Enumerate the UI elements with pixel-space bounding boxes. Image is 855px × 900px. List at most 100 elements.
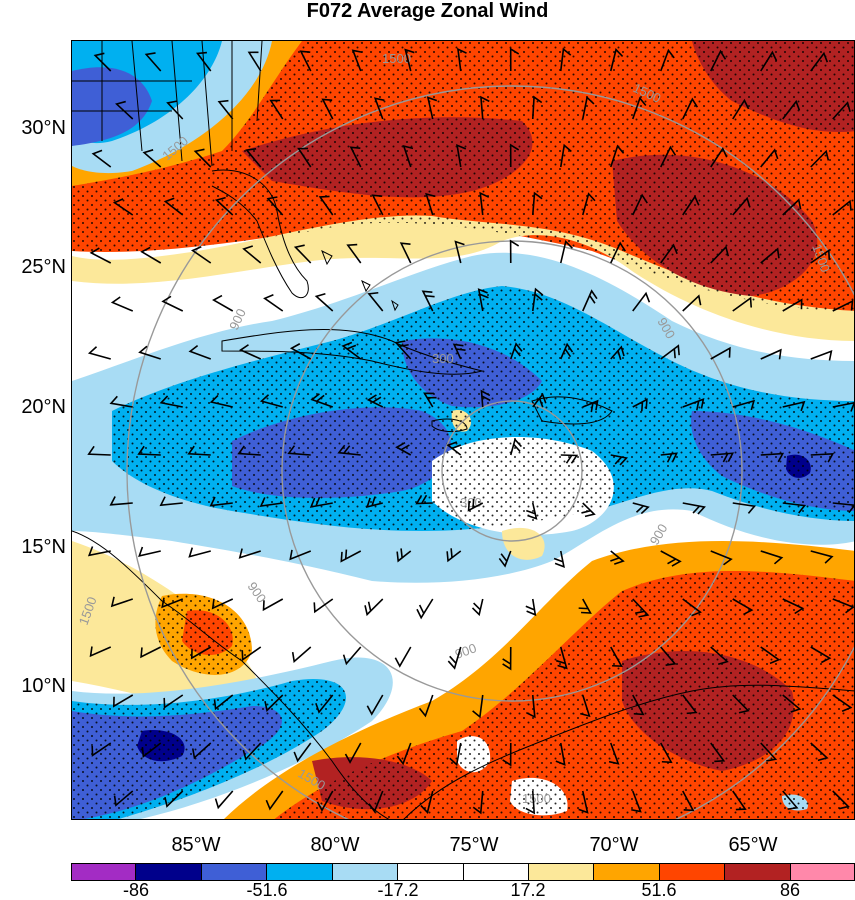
wind-barb: [247, 51, 262, 72]
wind-barb: [782, 790, 799, 810]
wind-barb: [264, 694, 284, 712]
wind-barb: [502, 646, 512, 671]
wind-barb: [782, 298, 803, 312]
wind-barb: [399, 242, 412, 264]
wind-barb: [340, 549, 362, 563]
wind-barb: [467, 498, 484, 512]
map-title: F072 Average Zonal Wind: [306, 0, 549, 22]
wind-barb: [782, 198, 802, 216]
wind-barb: [209, 496, 233, 507]
cuba-coast: [221, 328, 483, 375]
wind-barb: [810, 248, 831, 264]
south-america-coast: [403, 684, 854, 819]
wind-barb: [447, 646, 462, 670]
wind-barb: [418, 694, 434, 718]
wind-barb: [609, 48, 624, 72]
wind-barb: [293, 742, 312, 763]
colorbar-swatch: [658, 863, 725, 881]
wind-barb: [163, 197, 184, 216]
colorbar-swatch: [135, 863, 201, 881]
wind-barb: [91, 149, 112, 168]
wind-barb: [832, 790, 850, 810]
wind-barb: [193, 148, 212, 168]
map-panel[interactable]: 1500 1500 1500 1500 900 900 900 900 300 …: [71, 40, 855, 820]
wind-barb: [782, 502, 807, 514]
wind-barb: [832, 694, 853, 713]
wind-barb: [91, 742, 112, 757]
wind-barb: [580, 694, 591, 718]
zonal-wind-map: 1500 1500 1500 1500 900 900 900 900 300 …: [72, 41, 854, 819]
lat-label: 30°N: [21, 117, 66, 139]
wind-barb: [344, 742, 362, 764]
wind-barb: [682, 294, 702, 312]
wind-barb: [477, 288, 489, 312]
lon-label: 80°W: [310, 834, 360, 856]
wind-barb: [525, 790, 536, 815]
wind-barb: [213, 694, 234, 711]
lon-label: 70°W: [589, 834, 639, 856]
wind-barb: [581, 502, 596, 518]
wind-barb: [498, 550, 512, 568]
us-state-lines: [72, 41, 263, 167]
contour-ring-300: [441, 400, 583, 542]
wind-barb: [810, 646, 832, 664]
wind-barb: [810, 350, 833, 361]
wind-barb: [214, 790, 234, 810]
wind-barb: [531, 287, 544, 312]
colorbar: [71, 863, 855, 881]
wind-barb: [109, 395, 133, 408]
wind-barb: [188, 344, 212, 360]
wind-barb: [559, 143, 572, 168]
colorbar-swatch: [266, 863, 332, 881]
wind-barb: [238, 548, 261, 559]
contour-label: 300: [460, 495, 482, 510]
wind-barb: [112, 198, 134, 216]
wind-barb: [159, 395, 183, 408]
lat-label: 25°N: [21, 256, 66, 278]
wind-barb: [760, 247, 780, 264]
wind-barb: [660, 243, 678, 264]
wind-barb: [161, 295, 184, 312]
lon-label: 75°W: [449, 834, 499, 856]
wind-barb: [810, 742, 829, 762]
wind-barb: [471, 598, 484, 617]
wind-barb: [299, 50, 312, 72]
wind-barb: [342, 646, 362, 666]
wind-barb: [710, 346, 731, 360]
wind-barb: [660, 550, 682, 567]
wind-barb: [289, 343, 312, 360]
wind-barb: [316, 790, 334, 812]
wind-barb: [526, 502, 538, 520]
wind-barb: [782, 694, 802, 713]
contour-ring-1500: [126, 85, 854, 819]
wind-barb: [291, 646, 312, 664]
wind-barb: [309, 496, 333, 508]
wind-barb: [509, 47, 520, 72]
wind-barb: [710, 245, 730, 264]
wind-barb: [426, 96, 438, 120]
wind-barb: [609, 144, 625, 168]
wind-barb: [293, 244, 312, 264]
wind-barb: [682, 502, 706, 515]
wind-barb: [190, 646, 212, 660]
wind-barb: [555, 742, 566, 766]
wind-barb: [297, 147, 312, 168]
wind-barb: [832, 502, 854, 514]
colorbar-swatch: [462, 863, 528, 881]
wind-barb: [367, 291, 384, 312]
jamaica-coast: [431, 418, 468, 433]
wind-barb: [364, 598, 384, 617]
wind-barb: [472, 694, 484, 719]
wind-barb: [732, 598, 754, 616]
wind-barb: [394, 340, 412, 360]
wind-barb: [560, 454, 579, 464]
wind-barb: [166, 100, 184, 120]
wind-barb: [710, 146, 728, 168]
wind-barb: [415, 494, 433, 505]
wind-barb: [760, 452, 785, 463]
wind-barb: [760, 50, 778, 72]
wind-barb: [241, 646, 262, 662]
wind-barb: [578, 790, 589, 814]
wind-barb: [396, 742, 412, 766]
colorbar-tick-label: -51.6: [246, 880, 288, 900]
